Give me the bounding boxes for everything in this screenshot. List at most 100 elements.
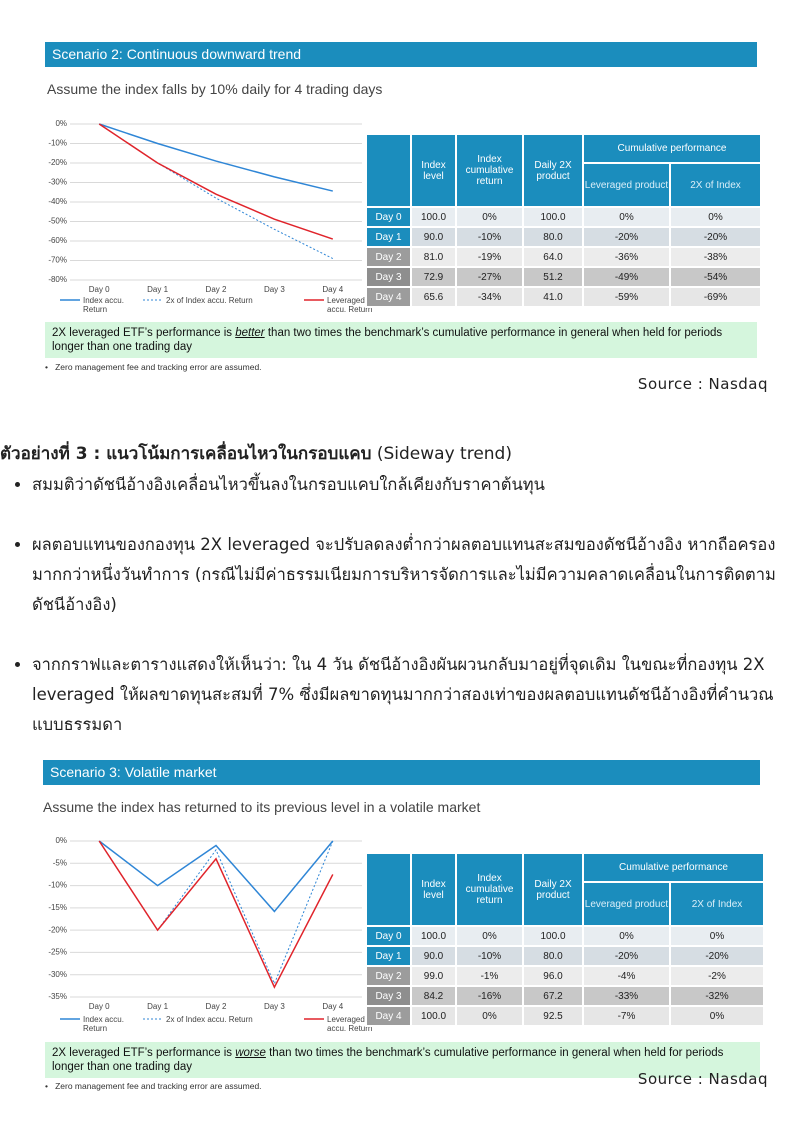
data-table: Index level Index cumulative return Daily … bbox=[365, 852, 765, 1027]
table-cell: 84.2 bbox=[410, 985, 457, 1007]
table-cell: 0% bbox=[582, 925, 671, 947]
table-row: Day 1 90.0 -10% 80.0 -20% -20% bbox=[365, 226, 762, 248]
header-cell: Index level bbox=[410, 133, 457, 208]
series-line bbox=[98, 123, 334, 240]
table-cell: 90.0 bbox=[410, 945, 457, 967]
note-text: 2X leveraged ETF’s performance is bbox=[52, 1047, 236, 1059]
table-cell: -32% bbox=[669, 985, 765, 1007]
row-label: Day 4 bbox=[365, 1005, 412, 1027]
y-tick-label: -50% bbox=[48, 217, 67, 226]
table-cell: -27% bbox=[455, 266, 524, 288]
table-cell: -59% bbox=[582, 286, 671, 308]
y-tick-label: -15% bbox=[48, 903, 67, 912]
table-row: Day 1 90.0 -10% 80.0 -20% -20% bbox=[365, 945, 765, 967]
table-cell: 99.0 bbox=[410, 965, 457, 987]
table-cell: -38% bbox=[669, 246, 762, 268]
y-tick-label: -20% bbox=[48, 158, 67, 167]
table-cell: -4% bbox=[582, 965, 671, 987]
table-cell: 41.0 bbox=[522, 286, 584, 308]
table-row: Day 0 100.0 0% 100.0 0% 0% bbox=[365, 206, 762, 228]
row-label: Day 3 bbox=[365, 266, 412, 288]
table-cell: -54% bbox=[669, 266, 762, 288]
legend-item: Index accu. Return bbox=[60, 296, 135, 314]
header-cell: Index cumulative return bbox=[455, 133, 524, 208]
table-cell: -20% bbox=[669, 226, 762, 248]
series-line bbox=[98, 840, 334, 985]
table-row: Day 4 100.0 0% 92.5 -7% 0% bbox=[365, 1005, 765, 1027]
bullet: จากกราฟและตารางแสดงให้เห็นว่า: ใน 4 วัน … bbox=[32, 650, 794, 740]
table-cell: -7% bbox=[582, 1005, 671, 1027]
header-corner bbox=[365, 852, 412, 927]
legend-item: Index accu. Return bbox=[60, 1015, 135, 1033]
table-cell: 96.0 bbox=[522, 965, 584, 987]
footnote: • Zero management fee and tracking error… bbox=[45, 362, 262, 372]
table-cell: 65.6 bbox=[410, 286, 457, 308]
legend-swatch bbox=[143, 1018, 163, 1020]
table-cell: 0% bbox=[455, 1005, 524, 1027]
row-label: Day 1 bbox=[365, 945, 412, 967]
table-row: Day 2 81.0 -19% 64.0 -36% -38% bbox=[365, 246, 762, 268]
table-row: Day 3 84.2 -16% 67.2 -33% -32% bbox=[365, 985, 765, 1007]
legend-label: 2x of Index accu. Return bbox=[166, 1015, 253, 1024]
table-cell: 0% bbox=[669, 206, 762, 228]
legend-swatch bbox=[60, 1018, 80, 1020]
legend-swatch bbox=[304, 299, 324, 301]
source: Source : Nasdaq bbox=[637, 375, 768, 393]
line-chart: 0% -5% -10% -15% -20% -25% -30% -35% Day 0 Day 1 D… bbox=[48, 836, 362, 1011]
heading-bold: ตัวอย่างที่ 3 : แนวโน้มการเคลื่อนไหวในกร… bbox=[0, 444, 372, 464]
table-cell: 100.0 bbox=[410, 206, 457, 228]
table-cell: 100.0 bbox=[410, 925, 457, 947]
table-cell: 64.0 bbox=[522, 246, 584, 268]
data-table: Index level Index cumulative return Daily … bbox=[365, 133, 762, 308]
y-tick-label: -80% bbox=[48, 275, 67, 284]
table-cell: 100.0 bbox=[522, 925, 584, 947]
table-cell: -33% bbox=[582, 985, 671, 1007]
table-cell: 80.0 bbox=[522, 945, 584, 967]
table-cell: -1% bbox=[455, 965, 524, 987]
table-cell: 100.0 bbox=[522, 206, 584, 228]
table-cell: 90.0 bbox=[410, 226, 457, 248]
table-cell: 51.2 bbox=[522, 266, 584, 288]
table-row: Day 0 100.0 0% 100.0 0% 0% bbox=[365, 925, 765, 947]
note-text: than two times the benchmark’s cumulativ… bbox=[52, 327, 723, 353]
table-cell: 81.0 bbox=[410, 246, 457, 268]
table-cell: -19% bbox=[455, 246, 524, 268]
note: 2X leveraged ETF’s performance is better… bbox=[45, 322, 757, 358]
legend-swatch bbox=[143, 299, 163, 301]
section-title-bar: Scenario 3: Volatile market bbox=[43, 760, 760, 785]
x-tick-label: Day 0 bbox=[89, 1002, 110, 1011]
series-line bbox=[98, 123, 334, 259]
table-cell: 0% bbox=[455, 925, 524, 947]
table-cell: 0% bbox=[669, 925, 765, 947]
table-cell: -20% bbox=[582, 226, 671, 248]
legend-swatch bbox=[60, 299, 80, 301]
header-group: Cumulative performance bbox=[582, 852, 765, 883]
section-title-bar: Scenario 2: Continuous downward trend bbox=[45, 42, 757, 67]
legend-label: Index accu. Return bbox=[83, 1015, 124, 1033]
header-row: Index level Index cumulative return Daily … bbox=[365, 133, 762, 208]
header-row: Leveraged product 2X of Index bbox=[366, 162, 762, 208]
x-tick-label: Day 3 bbox=[264, 285, 285, 294]
x-tick-label: Day 3 bbox=[264, 1002, 285, 1011]
legend-label: Index accu. Return bbox=[83, 296, 124, 314]
header-cell: Leveraged product bbox=[582, 162, 671, 208]
note: 2X leveraged ETF’s performance is worse … bbox=[45, 1042, 760, 1078]
y-tick-label: -5% bbox=[53, 858, 67, 867]
note-text: 2X leveraged ETF’s performance is bbox=[52, 327, 236, 339]
table-cell: -20% bbox=[669, 945, 765, 967]
table-cell: -69% bbox=[669, 286, 762, 308]
y-tick-label: -10% bbox=[48, 881, 67, 890]
x-tick-label: Day 1 bbox=[147, 285, 168, 294]
y-tick-label: -20% bbox=[48, 925, 67, 934]
legend-label: Leveraged product accu. Return bbox=[327, 1015, 394, 1033]
table-cell: 0% bbox=[455, 206, 524, 228]
table-cell: 92.5 bbox=[522, 1005, 584, 1027]
row-label: Day 3 bbox=[365, 985, 412, 1007]
y-tick-label: -40% bbox=[48, 197, 67, 206]
y-tick-label: -30% bbox=[48, 178, 67, 187]
y-tick-label: 0% bbox=[55, 836, 67, 845]
series-line bbox=[98, 123, 333, 192]
legend-item: 2x of Index accu. Return bbox=[143, 1015, 296, 1033]
row-label: Day 4 bbox=[365, 286, 412, 308]
